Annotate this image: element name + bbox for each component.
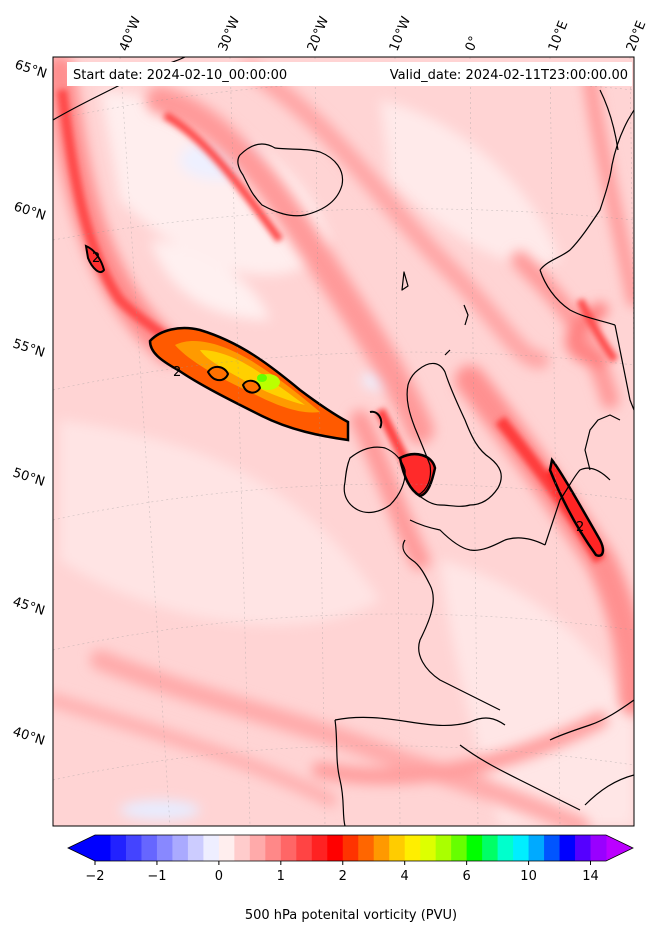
lat-label: 45°N	[11, 595, 47, 619]
colorbar-tick-label: 1	[277, 869, 285, 884]
colorbar-cell	[125, 835, 142, 861]
colorbar-cell	[559, 835, 576, 861]
lat-label: 65°N	[13, 58, 49, 82]
colorbar-tick-label: 10	[520, 869, 537, 884]
lat-label: 55°N	[11, 337, 47, 361]
lon-label: 20°E	[624, 19, 650, 54]
colorbar-cells	[95, 835, 607, 861]
colorbar-cell	[528, 835, 545, 861]
colorbar-tick-label: 6	[462, 869, 470, 884]
colorbar-cell	[311, 835, 328, 861]
colorbar-cell	[575, 835, 592, 861]
colorbar-tick-label: −1	[147, 869, 166, 884]
colorbar-extend-low	[68, 835, 95, 861]
coast-iberia-north	[334, 716, 506, 727]
pv-2-contour	[148, 326, 350, 442]
colorbar-cell	[358, 835, 375, 861]
colorbar-cell	[373, 835, 390, 861]
coast-denmark	[584, 414, 621, 471]
colorbar-cell	[265, 835, 282, 861]
colorbar-cell	[420, 835, 437, 861]
colorbar-cell	[156, 835, 173, 861]
coast-shetland	[463, 304, 469, 326]
coast-orkney	[444, 349, 451, 356]
coast-iberia-west	[334, 719, 346, 826]
colorbar-cell	[280, 835, 297, 861]
colorbar-cell	[234, 835, 251, 861]
colorbar-tick-label: 4	[401, 869, 409, 884]
colorbar-cell	[404, 835, 421, 861]
colorbar-extend-high	[606, 835, 633, 861]
pv-filament-atlantic	[148, 326, 350, 442]
colorbar-tick-label: 2	[339, 869, 347, 884]
coast-faroe	[401, 271, 409, 291]
coast-ireland	[343, 446, 406, 514]
coast-norway	[539, 109, 634, 271]
start-date-text: Start date: 2024-02-10_00:00:00	[73, 68, 287, 83]
pv-contour-irish-sea	[398, 452, 437, 498]
colorbar-cell	[544, 835, 561, 861]
colorbar-cell	[218, 835, 235, 861]
coast-iceland	[237, 143, 344, 217]
colorbar-cell	[513, 835, 530, 861]
latitude-labels: 65°N 60°N 55°N 50°N 45°N 40°N	[11, 58, 49, 749]
contour-label: 2	[173, 365, 181, 380]
colorbar-tick-label: 14	[582, 869, 599, 884]
lon-label: 40°W	[117, 14, 144, 53]
coast-med	[459, 744, 581, 811]
valid-date-text: Valid_date: 2024-02-11T23:00:00.00	[390, 68, 628, 83]
colorbar: −2 −1 0 1 2 4 6 10 14 500 hPa potenital vorticit…	[67, 834, 634, 923]
colorbar-title: 500 hPa potenital vorticity (PVU)	[245, 908, 457, 923]
lon-label: 10°W	[387, 14, 414, 53]
coast-africa	[584, 774, 634, 806]
colorbar-cell	[172, 835, 189, 861]
colorbar-ticks: −2 −1 0 1 2 4 6 10 14	[85, 861, 599, 884]
colorbar-cell	[497, 835, 514, 861]
colorbar-cell	[203, 835, 220, 861]
pv-contour-small-west	[84, 244, 106, 274]
colorbar-tick-label: 0	[215, 869, 223, 884]
lat-label: 50°N	[11, 466, 47, 490]
colorbar-cell	[451, 835, 468, 861]
contour-label: 2	[92, 251, 100, 266]
map-frame	[52, 56, 635, 827]
colorbar-cell	[249, 835, 266, 861]
pv-contour-north-sea	[548, 457, 605, 557]
contour-label: 2	[576, 520, 584, 535]
lon-label: 0°	[463, 34, 482, 53]
coast-great-britain	[406, 362, 502, 507]
coastlines	[53, 57, 634, 826]
colorbar-cell	[141, 835, 158, 861]
coast-norway-south	[539, 269, 616, 326]
lon-label: 10°E	[546, 19, 572, 54]
colorbar-cell	[95, 835, 111, 861]
coast-norway-north	[599, 89, 619, 151]
longitude-labels: 40°W 30°W 20°W 10°W 0° 10°E 20°E	[117, 14, 650, 53]
coast-channel	[409, 519, 546, 551]
coast-low-countries	[544, 467, 611, 546]
lat-label: 40°N	[11, 725, 47, 749]
colorbar-cell	[296, 835, 313, 861]
colorbar-cell	[590, 835, 607, 861]
colorbar-tick-label: −2	[85, 869, 104, 884]
coast-sweden	[614, 324, 634, 411]
coast-france-west	[402, 539, 501, 711]
colorbar-cell	[110, 835, 127, 861]
map-panel: 2 2 2	[53, 57, 634, 826]
coast-italy	[549, 699, 634, 741]
colorbar-cell	[327, 835, 344, 861]
colorbar-cell	[482, 835, 499, 861]
colorbar-cell	[466, 835, 483, 861]
colorbar-cell	[187, 835, 204, 861]
colorbar-cell	[435, 835, 452, 861]
date-header-box	[67, 62, 632, 86]
lon-label: 20°W	[305, 14, 332, 53]
colorbar-cell	[342, 835, 359, 861]
lon-label: 30°W	[216, 14, 243, 53]
lat-label: 60°N	[12, 200, 48, 224]
colorbar-cell	[389, 835, 406, 861]
